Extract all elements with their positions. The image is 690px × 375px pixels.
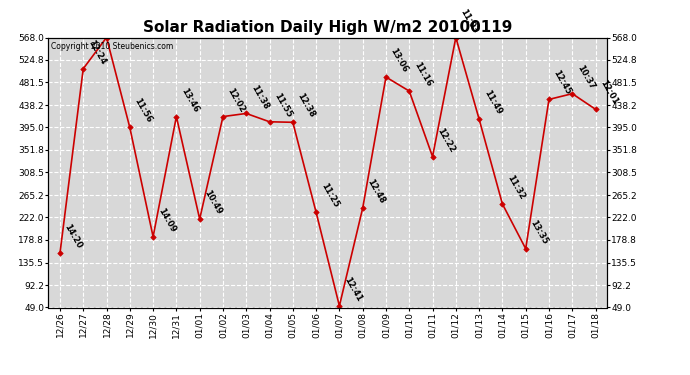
Text: 12:45: 12:45 — [552, 69, 573, 97]
Title: Solar Radiation Daily High W/m2 20100119: Solar Radiation Daily High W/m2 20100119 — [143, 20, 513, 35]
Text: 10:49: 10:49 — [202, 189, 224, 216]
Text: 11:25: 11:25 — [319, 182, 340, 210]
Text: 12:22: 12:22 — [435, 126, 457, 154]
Text: 12:01: 12:01 — [598, 79, 620, 106]
Text: 12:24: 12:24 — [86, 38, 107, 66]
Text: 13:46: 13:46 — [179, 86, 200, 114]
Text: 14:09: 14:09 — [156, 206, 177, 234]
Text: 13:35: 13:35 — [529, 218, 549, 246]
Text: 11:55: 11:55 — [273, 91, 293, 119]
Text: 14:20: 14:20 — [63, 223, 84, 251]
Text: 11:49: 11:49 — [482, 89, 503, 116]
Text: 10:37: 10:37 — [575, 63, 596, 91]
Text: 12:41: 12:41 — [342, 275, 364, 303]
Text: 13:06: 13:06 — [388, 47, 410, 74]
Text: 11:32: 11:32 — [505, 174, 526, 201]
Text: 11:38: 11:38 — [249, 83, 270, 111]
Text: 12:48: 12:48 — [366, 178, 386, 206]
Text: 11:16: 11:16 — [412, 60, 433, 88]
Text: 11:56: 11:56 — [132, 97, 154, 125]
Text: 12:02: 12:02 — [226, 86, 247, 114]
Text: 12:38: 12:38 — [295, 92, 317, 120]
Text: 11:03: 11:03 — [459, 7, 480, 35]
Text: Copyright 2010 Steubenics.com: Copyright 2010 Steubenics.com — [51, 42, 173, 51]
